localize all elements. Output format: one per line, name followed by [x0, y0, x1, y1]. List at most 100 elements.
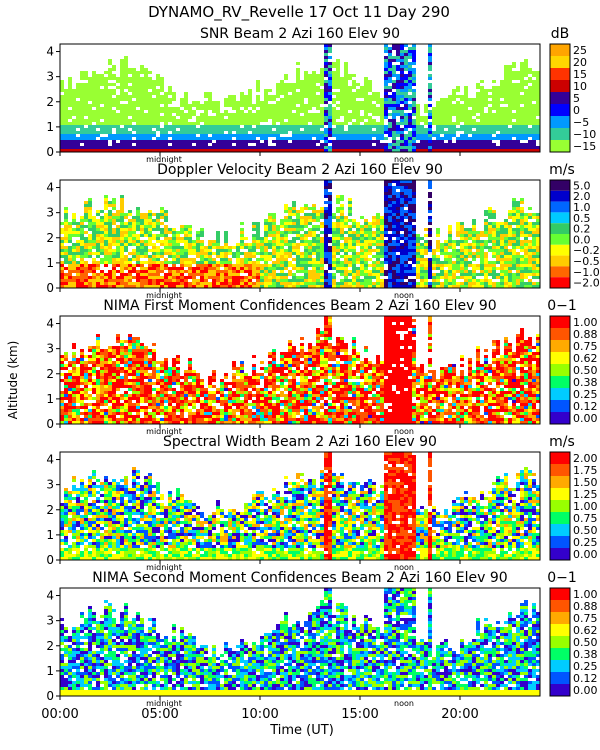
- y-tick-label: 4: [46, 45, 54, 59]
- colorbar-segment: [550, 524, 570, 536]
- panel-title: NIMA Second Moment Confidences Beam 2 Az…: [92, 570, 507, 586]
- colorbar-label: 0.75: [573, 340, 598, 353]
- colorbar-label: 1.0: [573, 201, 591, 214]
- colorbar-label: 15: [573, 68, 587, 81]
- y-tick-label: 0: [46, 689, 54, 703]
- colorbar-label: −0.2: [573, 244, 600, 257]
- y-tick-label: 3: [46, 342, 54, 356]
- panel-2: Doppler Velocity Beam 2 Azi 160 Elev 90 m…: [46, 162, 599, 300]
- colorbar-frame: [549, 451, 571, 561]
- colorbar-label: 0.00: [573, 548, 598, 561]
- plot-frame: [59, 43, 541, 153]
- colorbar-label: −5: [573, 116, 589, 129]
- x-axis-label: Time (UT): [269, 723, 334, 738]
- colorbar-segment: [550, 180, 570, 191]
- colorbar-label: −2.0: [573, 277, 600, 290]
- plot-frame: [59, 451, 541, 561]
- colorbar-label: 0.00: [573, 684, 598, 697]
- colorbar-segment: [550, 68, 570, 80]
- colorbar-label: 0.25: [573, 536, 598, 549]
- x-tick-label: 00:00: [41, 707, 78, 722]
- colorbar-label: 0: [573, 104, 580, 117]
- colorbar-frame: [549, 179, 571, 289]
- panel-3: NIMA First Moment Confidences Beam 2 Azi…: [46, 298, 597, 436]
- colorbar-label: 0.50: [573, 636, 598, 649]
- y-tick-label: 4: [46, 181, 54, 195]
- y-tick-label: 0: [46, 145, 54, 159]
- colorbar-label: 25: [573, 44, 587, 57]
- panel-4: Spectral Width Beam 2 Azi 160 Elev 90 m/s…: [46, 434, 597, 572]
- plot-frame: [59, 315, 541, 425]
- colorbar-segment: [550, 376, 570, 388]
- panel-1: SNR Beam 2 Azi 160 Elev 90 dB 0 1 2 3 4 midnigh…: [46, 26, 596, 164]
- heatmap-cells: [60, 44, 540, 152]
- panel-title: Spectral Width Beam 2 Azi 160 Elev 90: [163, 434, 437, 450]
- colorbar-segment: [550, 234, 570, 245]
- colorbar-segment: [550, 452, 570, 464]
- colorbar-segment: [550, 684, 570, 696]
- colorbar-label: 0.25: [573, 388, 598, 401]
- colorbar-label: 0.62: [573, 624, 598, 637]
- y-tick-label: 0: [46, 417, 54, 431]
- heatmap-cells: [60, 180, 540, 288]
- colorbar-label: 0.75: [573, 512, 598, 525]
- colorbar-label: 0.12: [573, 400, 598, 413]
- y-tick-label: 2: [46, 231, 54, 245]
- colorbar-segment: [550, 56, 570, 68]
- marker-midnight: midnight: [146, 563, 182, 572]
- y-tick-label: 1: [46, 120, 54, 134]
- colorbar-label: 1.75: [573, 464, 598, 477]
- heatmap-cells: [60, 588, 540, 696]
- panels: SNR Beam 2 Azi 160 Elev 90 dB 0 1 2 3 4 midnigh…: [41, 26, 599, 722]
- colorbar-segment: [550, 536, 570, 548]
- y-tick-label: 0: [46, 553, 54, 567]
- colorbar-segment: [550, 116, 570, 128]
- marker-midnight: midnight: [146, 699, 182, 708]
- colorbar-segment: [550, 190, 570, 202]
- colorbar-segment: [550, 128, 570, 140]
- colorbar-segment: [550, 352, 570, 364]
- colorbar-segment: [550, 660, 570, 672]
- colorbar-segment: [550, 340, 570, 352]
- plot-frame: [59, 587, 541, 697]
- colorbar-segment: [550, 476, 570, 488]
- colorbar-segment: [550, 316, 570, 328]
- y-tick-label: 1: [46, 528, 54, 542]
- colorbar-segment: [550, 464, 570, 476]
- x-tick-label: 20:00: [441, 707, 478, 722]
- colorbar-label: 1.25: [573, 488, 598, 501]
- panel-title: Doppler Velocity Beam 2 Azi 160 Elev 90: [157, 162, 443, 178]
- colorbar-segment: [550, 648, 570, 660]
- y-tick-label: 4: [46, 589, 54, 603]
- colorbar-segment: [550, 277, 570, 288]
- marker-noon: noon: [394, 563, 414, 572]
- marker-midnight: midnight: [146, 291, 182, 300]
- y-tick-label: 2: [46, 639, 54, 653]
- colorbar-unit: 0−1: [547, 298, 577, 314]
- colorbar-label: −10: [573, 128, 596, 141]
- heatmap-cells: [60, 452, 540, 560]
- colorbar-segment: [550, 500, 570, 512]
- colorbar-label: 0.62: [573, 352, 598, 365]
- y-tick-label: 2: [46, 95, 54, 109]
- colorbar-segment: [550, 244, 570, 256]
- panel-title: SNR Beam 2 Azi 160 Elev 90: [200, 26, 400, 42]
- y-tick-label: 3: [46, 206, 54, 220]
- colorbar-unit: m/s: [549, 434, 575, 450]
- panel-title: NIMA First Moment Confidences Beam 2 Azi…: [103, 298, 496, 314]
- colorbar-label: 0.00: [573, 412, 598, 425]
- colorbar-label: 0.38: [573, 376, 598, 389]
- colorbar-segment: [550, 612, 570, 624]
- y-axis-label: Altitude (km): [6, 341, 20, 420]
- colorbar-label: 10: [573, 80, 587, 93]
- colorbar-segment: [550, 80, 570, 92]
- colorbar-label: 2.0: [573, 190, 591, 203]
- colorbar-label: 5.0: [573, 179, 591, 192]
- colorbar-segment: [550, 636, 570, 648]
- colorbar-segment: [550, 488, 570, 500]
- panel-5: NIMA Second Moment Confidences Beam 2 Az…: [46, 570, 597, 708]
- colorbar-segment: [550, 672, 570, 684]
- colorbar-segment: [550, 548, 570, 560]
- x-tick-label: 15:00: [341, 707, 378, 722]
